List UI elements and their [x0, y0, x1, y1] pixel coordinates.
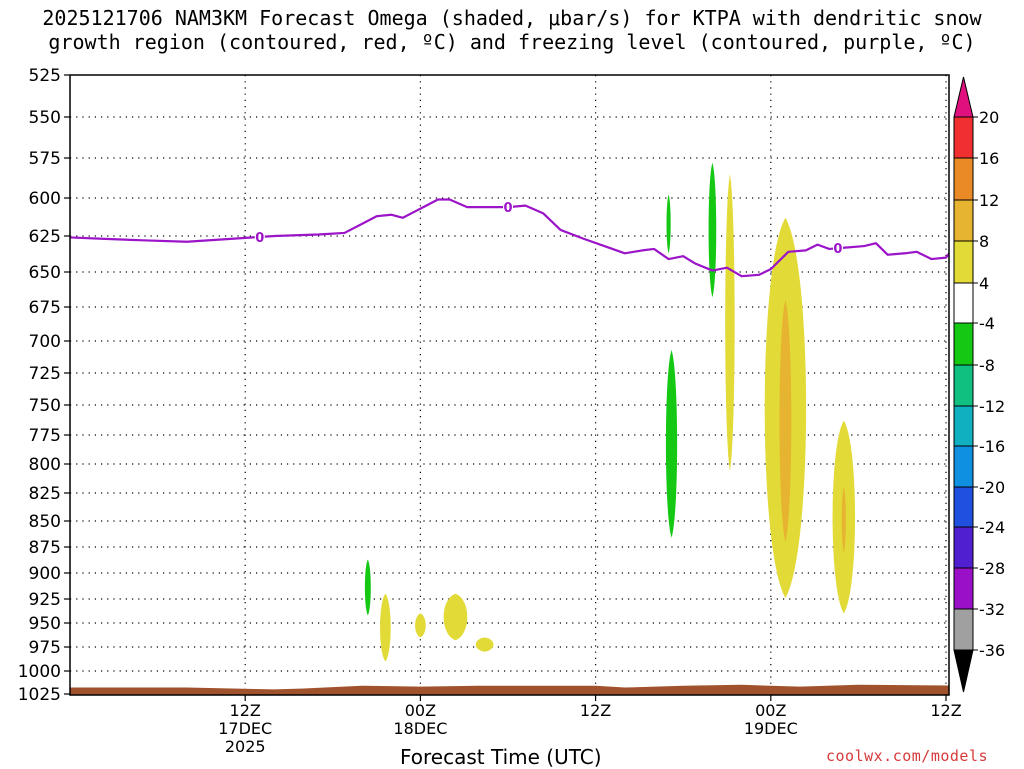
y-tick-label: 675 — [29, 298, 61, 318]
y-tick-label: 650 — [29, 263, 61, 283]
colorbar-label: -12 — [979, 397, 1005, 416]
colorbar-segment — [953, 364, 974, 407]
colorbar-label: -28 — [979, 559, 1005, 578]
omega-region — [364, 559, 371, 616]
plot-frame — [69, 74, 950, 696]
y-axis: 525 550 575 600 625 650 675 700 725 750 775 800 825 8… — [18, 66, 70, 705]
omega-region — [475, 637, 494, 652]
colorbar-segment — [953, 445, 974, 488]
y-tick-label: 975 — [29, 638, 61, 658]
omega-region — [708, 162, 717, 298]
colorbar-label: -4 — [979, 314, 995, 333]
x-tick-label: 12Z — [230, 701, 261, 720]
y-tick-label: 825 — [29, 484, 61, 504]
colorbar-segment — [953, 199, 974, 242]
y-tick-label: 925 — [29, 590, 61, 610]
colorbar-segment — [953, 157, 974, 201]
colorbar-label: 20 — [979, 108, 999, 127]
x-axis-label: Forecast Time (UTC) — [400, 745, 602, 769]
x-tick-label: 2025 — [225, 737, 266, 756]
colorbar-label: -24 — [979, 518, 1005, 537]
colorbar-label: -8 — [979, 356, 995, 375]
title-line-1: 2025121706 NAM3KM Forecast Omega (shaded… — [42, 6, 982, 30]
colorbar-segment — [953, 405, 974, 447]
colorbar-label: -16 — [979, 437, 1005, 456]
colorbar-label: 12 — [979, 191, 999, 210]
omega-region — [666, 194, 671, 254]
y-tick-label: 750 — [29, 396, 61, 416]
x-tick-label: 12Z — [930, 701, 961, 720]
y-tick-label: 950 — [29, 614, 61, 634]
colorbar-segment — [953, 567, 974, 610]
colorbar-label: 4 — [979, 274, 989, 293]
colorbar-bottom-arrow — [953, 649, 974, 693]
y-tick-label: 575 — [29, 149, 61, 169]
contour-label-bg — [254, 228, 265, 245]
y-tick-label: 775 — [29, 426, 61, 446]
colorbar-segment — [953, 486, 974, 528]
y-tick-label: 850 — [29, 512, 61, 532]
freezing-level-contour: 0 0 0 — [70, 198, 949, 278]
colorbar-label: -36 — [979, 641, 1005, 660]
x-tick-label: 00Z — [755, 701, 786, 720]
y-tick-label: 1025 — [18, 685, 61, 705]
y-tick-label: 900 — [29, 564, 61, 584]
omega-region — [1006, 399, 1014, 488]
omega-region — [1015, 109, 1023, 206]
colorbar-segment — [953, 282, 974, 324]
contour-label: 0 — [833, 242, 842, 257]
terrain — [70, 684, 949, 695]
colorbar: 20 16 12 8 4 -4 -8 -12 -16 -20 -24 -28 -32 -36 — [953, 76, 1005, 693]
colorbar-segment — [953, 608, 974, 651]
omega-region — [380, 593, 391, 662]
omega-region — [841, 487, 846, 553]
contour-label-bg — [503, 199, 513, 216]
y-tick-label: 725 — [29, 364, 61, 384]
x-tick-label: 19DEC — [744, 719, 798, 738]
colorbar-segment — [953, 526, 974, 569]
colorbar-top-arrow — [953, 76, 974, 118]
y-tick-label: 800 — [29, 455, 61, 475]
x-tick-label: 18DEC — [393, 719, 447, 738]
contour-label-bg — [832, 240, 843, 257]
omega-region — [415, 613, 426, 638]
y-tick-label: 875 — [29, 538, 61, 558]
x-tick-label: 17DEC — [218, 719, 272, 738]
colorbar-segment — [953, 322, 974, 366]
chart-title: 2025121706 NAM3KM Forecast Omega (shaded… — [0, 6, 1024, 54]
terrain-fill — [70, 684, 949, 695]
y-tick-label: 550 — [29, 108, 61, 128]
omega-region — [779, 300, 792, 542]
colorbar-label: 16 — [979, 149, 999, 168]
y-tick-label: 625 — [29, 227, 61, 247]
y-tick-label: 600 — [29, 189, 61, 209]
credit-link[interactable]: coolwx.com/models — [826, 747, 989, 765]
colorbar-label: -32 — [979, 600, 1005, 619]
omega-region — [725, 174, 735, 471]
y-tick-label: 525 — [29, 66, 61, 86]
colorbar-label: -20 — [979, 478, 1005, 497]
freezing-level-line — [70, 198, 949, 278]
x-tick-label: 00Z — [405, 701, 436, 720]
omega-region — [443, 593, 468, 641]
y-tick-label: 700 — [29, 332, 61, 352]
omega-region — [665, 349, 678, 538]
grid — [70, 75, 949, 695]
y-tick-label: 1000 — [18, 662, 61, 682]
colorbar-segment — [953, 116, 974, 159]
title-line-2: growth region (contoured, red, ºC) and f… — [48, 30, 976, 54]
colorbar-segment — [953, 240, 974, 284]
omega-shaded-regions — [364, 109, 1023, 662]
colorbar-label: 8 — [979, 232, 989, 251]
x-tick-label: 12Z — [580, 701, 611, 720]
contour-label: 0 — [503, 201, 512, 216]
contour-label: 0 — [255, 231, 264, 246]
